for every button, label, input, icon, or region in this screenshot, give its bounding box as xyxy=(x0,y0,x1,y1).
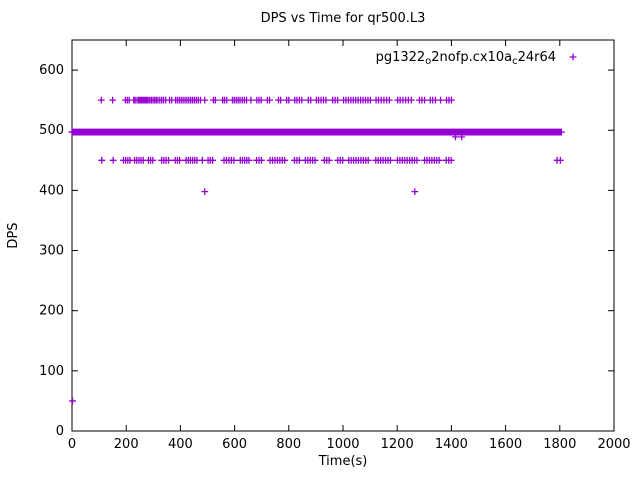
y-tick-label: 400 xyxy=(39,183,64,198)
y-tick-label: 300 xyxy=(39,244,64,259)
x-tick-label: 200 xyxy=(114,437,139,452)
series-dense-band-497 xyxy=(68,128,565,136)
x-tick-label: 0 xyxy=(68,437,76,452)
legend-label: pg1322o2nofp.cx10ac24r64 xyxy=(376,50,556,67)
x-tick-label: 1600 xyxy=(489,437,522,452)
x-tick-label: 800 xyxy=(276,437,301,452)
axis-ticks xyxy=(71,40,615,432)
x-tick-label: 2000 xyxy=(597,437,630,452)
chart-title: DPS vs Time for qr500.L3 xyxy=(261,11,426,26)
data-points xyxy=(68,96,565,405)
x-tick-label: 400 xyxy=(168,437,193,452)
y-tick-label: 0 xyxy=(56,424,64,439)
legend: pg1322o2nofp.cx10ac24r64 xyxy=(376,50,577,67)
x-tick-label: 1400 xyxy=(435,437,468,452)
tick-labels: 0 200 400 600 800 1000 1200 1400 1600 1800 2000 0 10… xyxy=(39,63,630,452)
x-tick-label: 1800 xyxy=(543,437,576,452)
series-lower-band-450 xyxy=(98,156,564,164)
y-axis-label: DPS xyxy=(6,222,21,248)
y-tick-label: 500 xyxy=(39,123,64,138)
x-axis-label: Time(s) xyxy=(318,454,368,469)
x-tick-label: 1000 xyxy=(326,437,359,452)
series-outliers xyxy=(69,133,466,405)
series-upper-band-550 xyxy=(97,96,455,104)
x-tick-label: 1200 xyxy=(381,437,414,452)
x-tick-label: 600 xyxy=(222,437,247,452)
legend-sample-marker xyxy=(569,53,577,61)
y-tick-label: 100 xyxy=(39,364,64,379)
y-tick-label: 200 xyxy=(39,304,64,319)
y-tick-label: 600 xyxy=(39,63,64,78)
